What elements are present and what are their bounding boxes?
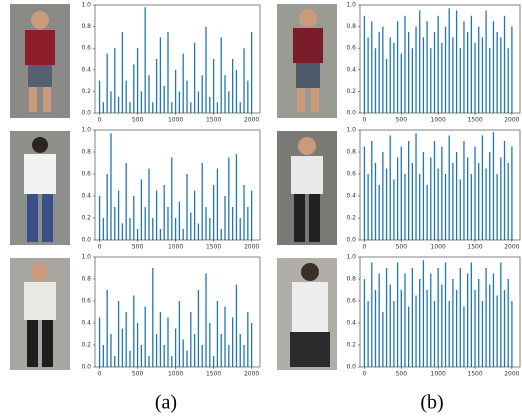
- page: {"chart_data": [ {"type": "bar", "color"…: [0, 0, 522, 419]
- x-tick-label: 2000: [504, 244, 519, 251]
- y-tick-label: 1.0: [346, 254, 356, 261]
- y-tick-label: 0.4: [346, 320, 356, 327]
- y-tick-label: 0.0: [346, 364, 356, 371]
- x-tick-label: 500: [396, 244, 408, 251]
- person-photo: [10, 258, 70, 370]
- figure: (a) (b) 0.0 0.2 0.4 0.6 0.8 1.0 0 500 1000 1500 20…: [0, 0, 522, 419]
- y-tick-label: 0.2: [346, 342, 356, 349]
- x-tick-label: 1000: [431, 371, 446, 378]
- axes-frame: [360, 5, 520, 113]
- y-tick-label: 0.8: [81, 276, 91, 283]
- caption: (b): [420, 392, 443, 414]
- axes-frame: [360, 130, 520, 240]
- y-tick-label: 0.4: [346, 193, 356, 200]
- y-tick-label: 0.8: [346, 276, 356, 283]
- y-tick-label: 0.6: [346, 298, 356, 305]
- y-tick-label: 0.0: [81, 110, 91, 117]
- x-tick-label: 0: [363, 117, 367, 124]
- y-tick-label: 0.2: [81, 215, 91, 222]
- x-tick-label: 2000: [244, 244, 259, 251]
- x-tick-label: 500: [132, 244, 144, 251]
- x-tick-label: 0: [363, 371, 367, 378]
- y-tick-label: 0.2: [346, 215, 356, 222]
- y-tick-label: 0.0: [346, 237, 356, 244]
- x-tick-label: 1500: [467, 117, 482, 124]
- y-tick-label: 1.0: [346, 127, 356, 134]
- y-tick-label: 0.4: [346, 66, 356, 73]
- x-tick-label: 2000: [244, 117, 259, 124]
- y-tick-label: 0.6: [346, 45, 356, 52]
- caption: (a): [155, 392, 177, 414]
- y-tick-label: 0.0: [81, 237, 91, 244]
- x-tick-label: 0: [98, 371, 102, 378]
- x-tick-label: 2000: [504, 117, 519, 124]
- y-tick-label: 0.6: [346, 171, 356, 178]
- y-tick-label: 0.8: [346, 23, 356, 30]
- axes-frame: [95, 130, 260, 240]
- x-tick-label: 500: [132, 371, 144, 378]
- x-tick-label: 0: [363, 244, 367, 251]
- person-photo: [277, 4, 337, 118]
- x-tick-label: 1000: [431, 244, 446, 251]
- y-tick-label: 1.0: [81, 254, 91, 261]
- x-tick-label: 0: [98, 117, 102, 124]
- y-tick-label: 0.0: [346, 110, 356, 117]
- x-tick-label: 500: [396, 371, 408, 378]
- axes-frame: [95, 257, 260, 367]
- y-tick-label: 0.2: [81, 88, 91, 95]
- x-tick-label: 1500: [206, 117, 221, 124]
- x-tick-label: 500: [132, 117, 144, 124]
- person-photo: [10, 131, 70, 245]
- person-photo: [277, 258, 337, 370]
- y-tick-label: 0.6: [81, 171, 91, 178]
- x-tick-label: 1500: [467, 244, 482, 251]
- y-tick-label: 1.0: [81, 127, 91, 134]
- y-tick-label: 1.0: [346, 2, 356, 9]
- x-tick-label: 1000: [168, 117, 183, 124]
- x-tick-label: 2000: [504, 371, 519, 378]
- x-tick-label: 2000: [244, 371, 259, 378]
- y-tick-label: 0.2: [81, 342, 91, 349]
- y-tick-label: 1.0: [81, 2, 91, 9]
- y-tick-label: 0.0: [81, 364, 91, 371]
- x-tick-label: 1500: [206, 371, 221, 378]
- x-tick-label: 1000: [168, 371, 183, 378]
- y-tick-label: 0.4: [81, 66, 91, 73]
- x-tick-label: 1000: [431, 117, 446, 124]
- y-tick-label: 0.8: [81, 23, 91, 30]
- axes-frame: [360, 257, 520, 367]
- y-tick-label: 0.6: [81, 298, 91, 305]
- person-photo: [10, 4, 70, 118]
- x-tick-label: 1500: [467, 371, 482, 378]
- y-tick-label: 0.6: [81, 45, 91, 52]
- x-tick-label: 1000: [168, 244, 183, 251]
- y-tick-label: 0.8: [346, 149, 356, 156]
- y-tick-label: 0.8: [81, 149, 91, 156]
- x-tick-label: 0: [98, 244, 102, 251]
- axes-frame: [95, 5, 260, 113]
- y-tick-label: 0.2: [346, 88, 356, 95]
- person-photo: [277, 131, 337, 245]
- x-tick-label: 1500: [206, 244, 221, 251]
- y-tick-label: 0.4: [81, 193, 91, 200]
- y-tick-label: 0.4: [81, 320, 91, 327]
- x-tick-label: 500: [396, 117, 408, 124]
